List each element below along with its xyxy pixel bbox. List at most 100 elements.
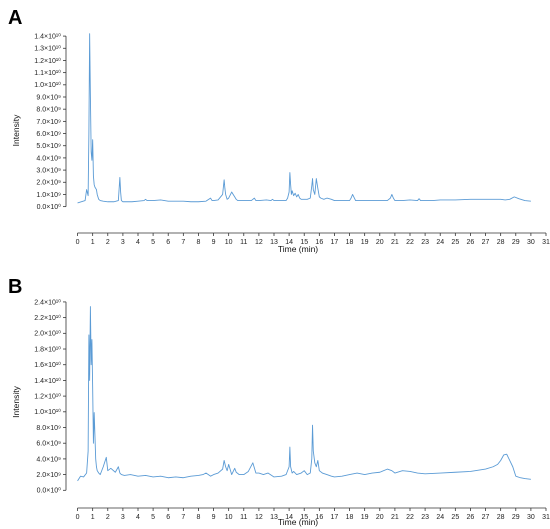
panel-b-x-tick-label: 14 xyxy=(285,514,293,521)
panel-b-label: B xyxy=(8,276,22,298)
panel-a-x-tick-label: 25 xyxy=(451,239,459,246)
panel-a-x-tick-label: 19 xyxy=(361,239,369,246)
panel-a-y-tick-label: 6.0×10⁹ xyxy=(36,131,61,138)
panel-a-x-tick-label: 20 xyxy=(376,239,384,246)
panel-b-x-tick-label: 3 xyxy=(121,514,125,521)
panel-a-y-tick-label: 1.1×10¹⁰ xyxy=(34,69,61,77)
panel-b-x-tick-label: 0 xyxy=(76,514,80,521)
panel-b-x-tick-label: 9 xyxy=(212,514,216,521)
panel-b-x-tick-label: 19 xyxy=(361,514,369,521)
panel-b-x-tick-label: 18 xyxy=(346,514,354,521)
panel-b-y-tick-label: 2.2×10¹⁰ xyxy=(34,314,61,322)
panel-a-y-tick-label: 1.4×10¹⁰ xyxy=(34,32,61,40)
panel-a-x-tick-label: 29 xyxy=(512,239,520,246)
panel-b-x-tick-label: 21 xyxy=(391,514,399,521)
panel-b-x-tick-label: 5 xyxy=(151,514,155,521)
panel-b-x-tick-label: 11 xyxy=(240,514,247,521)
panel-a-y-tick-label: 8.0×10⁹ xyxy=(36,107,61,114)
panel-a-x-tick-label: 16 xyxy=(315,239,323,246)
panel-a-label: A xyxy=(8,7,22,29)
panel-b-y-tick-label: 2.0×10¹⁰ xyxy=(34,330,61,338)
panel-b-y-tick-label: 1.6×10¹⁰ xyxy=(34,361,61,369)
panel-b-x-tick-label: 23 xyxy=(421,514,429,521)
panel-b-x-tick-label: 1 xyxy=(91,514,95,521)
panel-a-x-tick-label: 18 xyxy=(346,239,354,246)
panel-b-x-tick-label: 2 xyxy=(106,514,110,521)
panel-a-y-tick-label: 1.0×10¹⁰ xyxy=(34,81,61,89)
panel-b-x-tick-label: 13 xyxy=(270,514,278,521)
panel-b-x-tick-label: 10 xyxy=(225,514,233,521)
panel-a-x-tick-label: 12 xyxy=(255,239,263,246)
panel-a-x-tick-label: 6 xyxy=(166,239,170,246)
panel-b-y-tick-label: 1.2×10¹⁰ xyxy=(34,393,61,401)
panel-b-y-tick-label: 2.4×10¹⁰ xyxy=(34,298,61,306)
panel-a-y-tick-label: 4.0×10⁹ xyxy=(36,155,61,162)
panel-a-x-tick-label: 28 xyxy=(497,239,505,246)
panel-a-y-tick-label: 5.0×10⁹ xyxy=(36,143,61,150)
panel-b-y-tick-label: 2.0×10⁹ xyxy=(36,472,61,479)
panel-a-x-axis-title: Time (min) xyxy=(278,244,318,254)
panel-a-y-tick-label: 1.2×10¹⁰ xyxy=(34,57,61,65)
panel-a-x-tick-label: 5 xyxy=(151,239,155,246)
panel-a-x-tick-label: 23 xyxy=(421,239,429,246)
panel-a-y-tick-label: 1.0×10⁹ xyxy=(36,192,61,199)
panel-b-x-tick-label: 24 xyxy=(436,514,444,521)
panel-a-y-tick-label: 9.0×10⁹ xyxy=(36,94,61,101)
panel-b-x-tick-label: 8 xyxy=(196,514,200,521)
panel-b-series-line xyxy=(77,306,531,482)
panel-b-x-tick-label: 7 xyxy=(181,514,185,521)
panel-a-x-tick-label: 14 xyxy=(285,239,293,246)
panel-a-x-tick-label: 21 xyxy=(391,239,399,246)
panel-b-y-tick-label: 1.8×10¹⁰ xyxy=(34,345,61,353)
panel-b-y-tick-label: 1.0×10¹⁰ xyxy=(34,408,61,416)
panel-b-x-tick-label: 30 xyxy=(527,514,535,521)
panel-b-x-tick-label: 16 xyxy=(315,514,323,521)
panel-a-y-tick-label: 2.0×10⁹ xyxy=(36,180,61,187)
panel-b-x-axis-title: Time (min) xyxy=(278,517,318,527)
panel-b-y-tick-label: 4.0×10⁹ xyxy=(36,456,61,463)
panel-b-x-tick-label: 26 xyxy=(467,514,475,521)
panel-a-x-tick-label: 22 xyxy=(406,239,414,246)
panel-b-x-tick-label: 6 xyxy=(166,514,170,521)
panel-b-x-tick-label: 27 xyxy=(482,514,490,521)
panel-a-x-tick-label: 31 xyxy=(542,239,550,246)
panel-a-x-tick-label: 17 xyxy=(331,239,339,246)
panel-a-x-tick-label: 7 xyxy=(181,239,185,246)
panel-a-x-tick-label: 1 xyxy=(91,239,95,246)
panel-a-series-line xyxy=(77,33,531,204)
panel-b-x-tick-label: 15 xyxy=(300,514,308,521)
panel-b-y-tick-label: 1.4×10¹⁰ xyxy=(34,377,61,385)
panel-a-y-axis-title: Intensity xyxy=(11,114,21,146)
panel-b-x-tick-label: 29 xyxy=(512,514,520,521)
panel-b-x-tick-label: 22 xyxy=(406,514,414,521)
panel-a-x-tick-label: 26 xyxy=(467,239,475,246)
panel-a-x-tick-label: 10 xyxy=(225,239,233,246)
panel-a-x-tick-label: 15 xyxy=(300,239,308,246)
panel-a-y-tick-label: 0.0×10⁰ xyxy=(37,203,62,211)
panel-a-x-tick-label: 0 xyxy=(76,239,80,246)
panel-a-y-tick-label: 1.3×10¹⁰ xyxy=(34,45,61,53)
panel-b-x-tick-label: 17 xyxy=(331,514,339,521)
panel-b-x-tick-label: 28 xyxy=(497,514,505,521)
panel-b-x-tick-label: 20 xyxy=(376,514,384,521)
panel-a-x-tick-label: 30 xyxy=(527,239,535,246)
panel-b-y-tick-label: 0.0×10⁰ xyxy=(37,487,62,495)
panel-a-x-tick-label: 4 xyxy=(136,239,140,246)
panel-a-x-tick-label: 3 xyxy=(121,239,125,246)
panel-b-y-axis-title: Intensity xyxy=(11,385,21,417)
panel-a-x-tick-label: 11 xyxy=(240,239,247,246)
panel-a-x-tick-label: 27 xyxy=(482,239,490,246)
panel-a-x-tick-label: 9 xyxy=(212,239,216,246)
panel-b-x-tick-label: 31 xyxy=(542,514,550,521)
panel-a-x-tick-label: 13 xyxy=(270,239,278,246)
panel-a-x-tick-label: 8 xyxy=(196,239,200,246)
panel-a-x-tick-label: 24 xyxy=(436,239,444,246)
panel-b-y-tick-label: 8.0×10⁹ xyxy=(36,425,61,432)
panel-a-x-tick-label: 2 xyxy=(106,239,110,246)
panel-b-x-tick-label: 4 xyxy=(136,514,140,521)
panel-b-x-tick-label: 12 xyxy=(255,514,263,521)
panel-a-y-tick-label: 3.0×10⁹ xyxy=(36,167,61,174)
panel-b-x-tick-label: 25 xyxy=(451,514,459,521)
panel-b-y-tick-label: 6.0×10⁹ xyxy=(36,441,61,448)
